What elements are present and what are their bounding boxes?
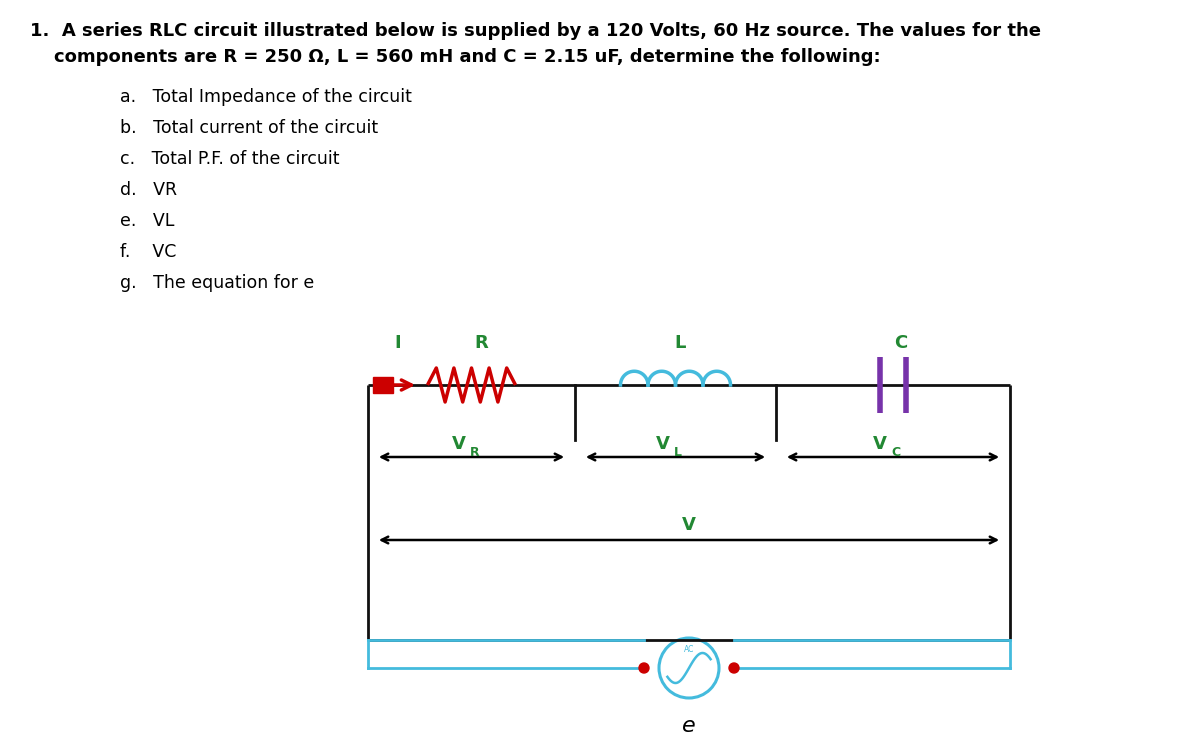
Text: components are R = 250 Ω, L = 560 mH and C = 2.15 uF, determine the following:: components are R = 250 Ω, L = 560 mH and… — [54, 48, 881, 66]
Text: f.    VC: f. VC — [120, 243, 176, 261]
Circle shape — [640, 663, 649, 673]
Circle shape — [730, 663, 739, 673]
Text: V: V — [655, 435, 670, 453]
Text: c.   Total P.F. of the circuit: c. Total P.F. of the circuit — [120, 150, 340, 168]
Text: a.   Total Impedance of the circuit: a. Total Impedance of the circuit — [120, 88, 412, 106]
Text: V: V — [451, 435, 466, 453]
Text: I: I — [395, 334, 401, 352]
Text: AC: AC — [684, 646, 694, 655]
Text: L: L — [674, 334, 686, 352]
Text: C: C — [894, 334, 907, 352]
Text: V: V — [682, 516, 696, 534]
Text: g.   The equation for e: g. The equation for e — [120, 274, 314, 292]
Text: e.   VL: e. VL — [120, 212, 174, 230]
Text: V: V — [874, 435, 887, 453]
Text: e: e — [682, 716, 696, 736]
Text: L: L — [673, 446, 682, 459]
Text: C: C — [890, 446, 900, 459]
Text: R: R — [475, 334, 488, 352]
Text: 1.  A series RLC circuit illustrated below is supplied by a 120 Volts, 60 Hz sou: 1. A series RLC circuit illustrated belo… — [30, 22, 1042, 40]
Text: d.   VR: d. VR — [120, 181, 178, 199]
Text: R: R — [469, 446, 479, 459]
Text: b.   Total current of the circuit: b. Total current of the circuit — [120, 119, 378, 137]
Bar — [373, 377, 394, 393]
